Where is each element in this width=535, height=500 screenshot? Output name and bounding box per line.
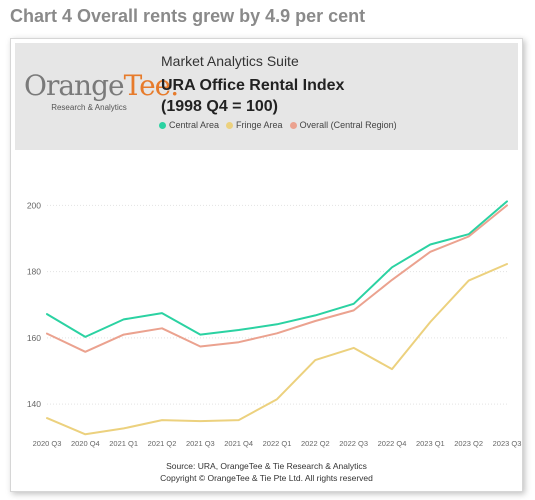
x-tick-label: 2023 Q2 bbox=[454, 439, 483, 448]
copyright-note: Copyright © OrangeTee & Tie Pte Ltd. All… bbox=[160, 473, 373, 483]
page-heading: Chart 4 Overall rents grew by 4.9 per ce… bbox=[10, 6, 366, 26]
chart-title-line1: URA Office Rental Index bbox=[161, 77, 345, 94]
x-tick-label: 2021 Q4 bbox=[224, 439, 253, 448]
chart-card: OrangeTee. Research & Analytics Market A… bbox=[10, 38, 523, 492]
legend-dot-icon bbox=[289, 121, 297, 129]
series-line-fringe bbox=[46, 263, 508, 436]
chart-header: OrangeTee. Research & Analytics Market A… bbox=[15, 43, 518, 150]
chart-title-line2: (1998 Q4 = 100) bbox=[161, 98, 278, 115]
x-tick-label: 2022 Q3 bbox=[339, 439, 368, 448]
y-tick-label: 160 bbox=[27, 333, 41, 343]
y-tick-label: 200 bbox=[27, 200, 41, 210]
line-chart: 140 160 180 200 2020 Q3 2020 Q4 2021 Q1 2021 Q2… bbox=[27, 200, 522, 448]
legend-item-central[interactable]: Central Area bbox=[159, 120, 219, 130]
legend-dot-icon bbox=[226, 121, 234, 129]
x-tick-label: 2022 Q2 bbox=[301, 439, 330, 448]
x-tick-label: 2020 Q3 bbox=[33, 439, 62, 448]
suite-label: Market Analytics Suite bbox=[161, 53, 299, 69]
source-note: Source: URA, OrangeTee & Tie Research & … bbox=[166, 461, 367, 471]
orangetee-logo: OrangeTee. Research & Analytics bbox=[24, 69, 179, 112]
logo-subtitle: Research & Analytics bbox=[51, 103, 127, 112]
chart-legend: Central Area Fringe Area Overall (Centra… bbox=[159, 120, 404, 130]
legend-item-fringe[interactable]: Fringe Area bbox=[226, 120, 283, 130]
x-tick-label: 2020 Q4 bbox=[71, 439, 100, 448]
x-tick-label: 2023 Q3 bbox=[493, 439, 522, 448]
y-tick-label: 140 bbox=[27, 399, 41, 409]
x-tick-label: 2023 Q1 bbox=[416, 439, 445, 448]
x-tick-label: 2021 Q2 bbox=[148, 439, 177, 448]
legend-dot-icon bbox=[159, 121, 166, 129]
logo-wordmark: OrangeTee. bbox=[24, 69, 179, 102]
legend-label: Fringe Area bbox=[236, 120, 283, 130]
x-tick-label: 2022 Q4 bbox=[378, 439, 407, 448]
x-tick-label: 2022 Q1 bbox=[263, 439, 292, 448]
series-line-overall bbox=[46, 204, 508, 353]
y-tick-label: 180 bbox=[27, 267, 41, 277]
x-tick-label: 2021 Q1 bbox=[109, 439, 138, 448]
legend-label: Overall (Central Region) bbox=[299, 120, 397, 130]
chart-title: URA Office Rental Index (1998 Q4 = 100) bbox=[161, 75, 344, 117]
legend-label: Central Area bbox=[169, 120, 220, 130]
series-line-central bbox=[46, 200, 508, 338]
x-tick-label: 2021 Q3 bbox=[186, 439, 215, 448]
legend-item-overall[interactable]: Overall (Central Region) bbox=[289, 120, 397, 130]
